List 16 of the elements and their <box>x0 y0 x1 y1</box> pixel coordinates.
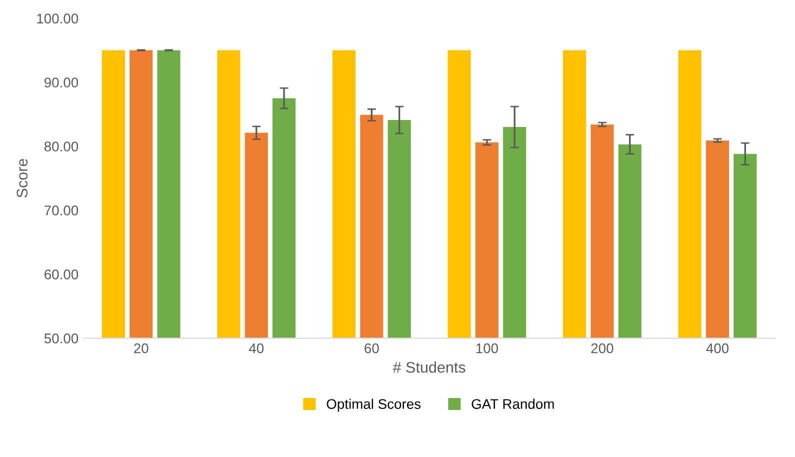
y-tick-label: 100.00 <box>37 14 78 24</box>
x-tick-label: 20 <box>134 343 148 354</box>
y-tick-label: 50.00 <box>44 334 78 344</box>
y-axis-title: Score <box>16 158 28 198</box>
y-tick-label: 90.00 <box>44 78 78 88</box>
x-tick-label: 400 <box>706 343 729 354</box>
legend-label: GAT Random <box>472 398 554 409</box>
y-tick-label: 60.00 <box>44 270 78 280</box>
x-tick-label: 200 <box>591 343 614 354</box>
x-tick-label: 60 <box>364 343 379 354</box>
y-tick-label: 70.00 <box>44 206 78 216</box>
x-tick-label: 40 <box>248 343 264 354</box>
y-tick-label: 80.00 <box>44 142 78 152</box>
legend-label: Optimal Scores <box>326 398 421 412</box>
x-axis-title: # Students <box>392 362 466 373</box>
x-tick-label: 100 <box>476 343 498 354</box>
